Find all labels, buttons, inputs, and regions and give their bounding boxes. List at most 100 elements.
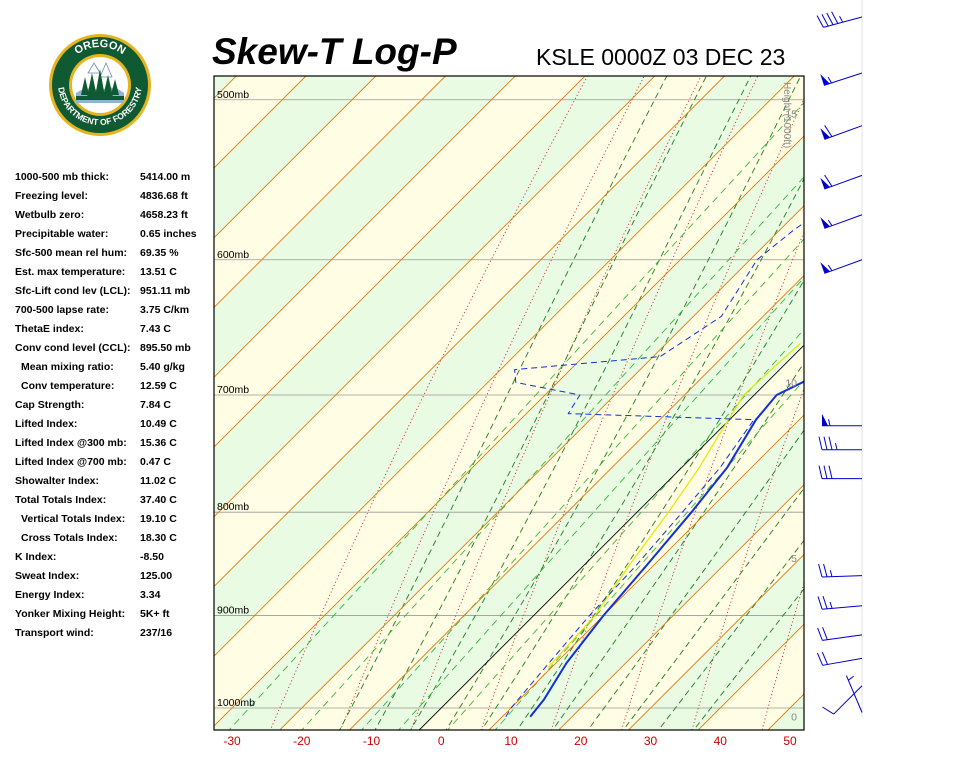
moist-adiabat-line [481,178,804,730]
height-tick-label: 0 [791,712,797,724]
index-label: Wetbulb zero: [15,209,85,221]
isotherm-line [349,274,804,730]
pressure-label: 1000mb [217,697,255,709]
temperature-axis: -30 -20 -10 0 10 20 30 40 50 [223,734,797,748]
isotherm-line [214,76,586,448]
parcel-path [547,342,801,669]
index-label: Sweat Index: [15,570,80,582]
index-value: 12.59 C [140,380,177,392]
isotherm-line [838,76,960,730]
wind-barb-tick [824,174,833,187]
index-label: Cross Totals Index: [21,532,118,544]
wind-barb-tick [817,596,823,610]
wind-barb-staff [822,605,863,610]
dry-adiabat-line [898,0,960,751]
temperature-tick-label: -20 [293,734,311,748]
wind-barb [816,11,863,28]
index-label: 1000-500 mb thick: [15,171,109,183]
index-value: 5414.00 m [140,171,191,183]
index-value: 237/16 [140,627,173,639]
index-label: Energy Index: [15,589,85,601]
index-value: 3.75 C/km [140,304,190,316]
wind-barb-tick [823,563,828,578]
height-axis-label: Height (1000ft) [781,82,792,148]
index-value: 5K+ ft [140,608,170,620]
moist-adiabats [339,76,804,730]
index-value: 5.40 g/kg [140,361,185,373]
index-value: 0.65 inches [140,228,197,240]
pressure-label: 800mb [217,501,249,513]
isotherm-line [214,76,725,588]
wind-barb-flag [822,413,828,426]
index-label: K Index: [15,551,57,563]
wind-barb [818,465,862,480]
wind-barb-tick [826,12,834,26]
wind-barb-staff [824,214,863,229]
pressure-label: 900mb [217,605,249,617]
station-time-label: KSLE 0000Z 03 DEC 23 [536,44,786,70]
wind-barb-half-tick [827,219,833,226]
wind-barb-half-tick [829,570,833,577]
pressure-labels: 200mb300mb400mb500mb600mb700mb800mb900mb… [217,89,255,709]
index-label: Lifted Index: [15,418,78,430]
wind-barb [817,595,863,610]
isotherm-line [558,484,804,730]
wind-barb [820,72,863,86]
index-label: Yonker Mixing Height: [15,608,126,620]
wind-barb-staff [822,575,863,578]
wind-barb-half-tick [827,76,832,84]
index-label: Conv cond level (CCL): [15,342,131,354]
oregon-department-of-forestry-logo: OREGON DEPARTMENT OF FORESTRY [49,34,151,136]
temperature-tick-label: 20 [574,734,588,748]
wind-barb-half-tick [827,264,833,271]
wind-barb [816,651,863,666]
plot-frame [213,75,805,731]
wind-barb-tick [818,564,823,578]
temperature-tick-label: 40 [714,734,728,748]
wind-barb-tick [824,125,833,137]
wind-barbs [816,0,863,717]
wind-barb-tick [828,465,833,479]
pressure-label: 600mb [217,249,249,261]
temperature-tick-label: 0 [438,734,445,748]
mixing-ratio-line [301,176,804,730]
index-label: Est. max temperature: [15,266,126,278]
wind-barb-tick [828,436,833,450]
wind-barb [818,563,863,578]
wind-barb-half-tick [828,419,831,426]
temperature-tick-label: 50 [783,734,797,748]
index-value: 4836.68 ft [140,190,188,202]
mixing-ratio-line [447,328,804,730]
wind-barb-staff [823,72,863,86]
wind-barb-staff [823,16,863,28]
wind-barb-staff [824,125,863,140]
index-label: Vertical Totals Index: [21,513,126,525]
dry-adiabat-line [269,76,589,730]
wind-barb-tick [816,15,824,28]
index-label: Lifted Index @700 mb: [15,456,127,468]
index-value: 37.40 C [140,494,177,506]
index-label: ThetaE index: [15,323,84,335]
wind-barb-flag [820,177,831,190]
wind-barb-tick [818,436,823,450]
index-value: 0.47 C [140,456,171,468]
wind-barb-flag [820,73,830,86]
wind-barb-flag [820,217,831,229]
wind-barb-tick [816,652,824,666]
wind-barb [818,436,862,451]
index-value: 4658.23 ft [140,209,188,221]
moist-adiabat-line [516,279,804,730]
pressure-label: 700mb [217,384,249,396]
moist-adiabat-line [445,76,802,730]
index-label: Sfc-Lift cond lev (LCL): [15,285,131,297]
index-label: Freezing level: [15,190,88,202]
isobar-lines [214,99,804,709]
isotherm-line [214,76,446,309]
index-value: -8.50 [140,551,164,563]
logo-top-text: OREGON [72,38,127,57]
temperature-line [529,380,804,718]
index-value: 895.50 mb [140,342,191,354]
index-label: Transport wind: [15,627,94,639]
index-label: Total Totals Index: [15,494,107,506]
wind-barb-tick [821,14,829,27]
